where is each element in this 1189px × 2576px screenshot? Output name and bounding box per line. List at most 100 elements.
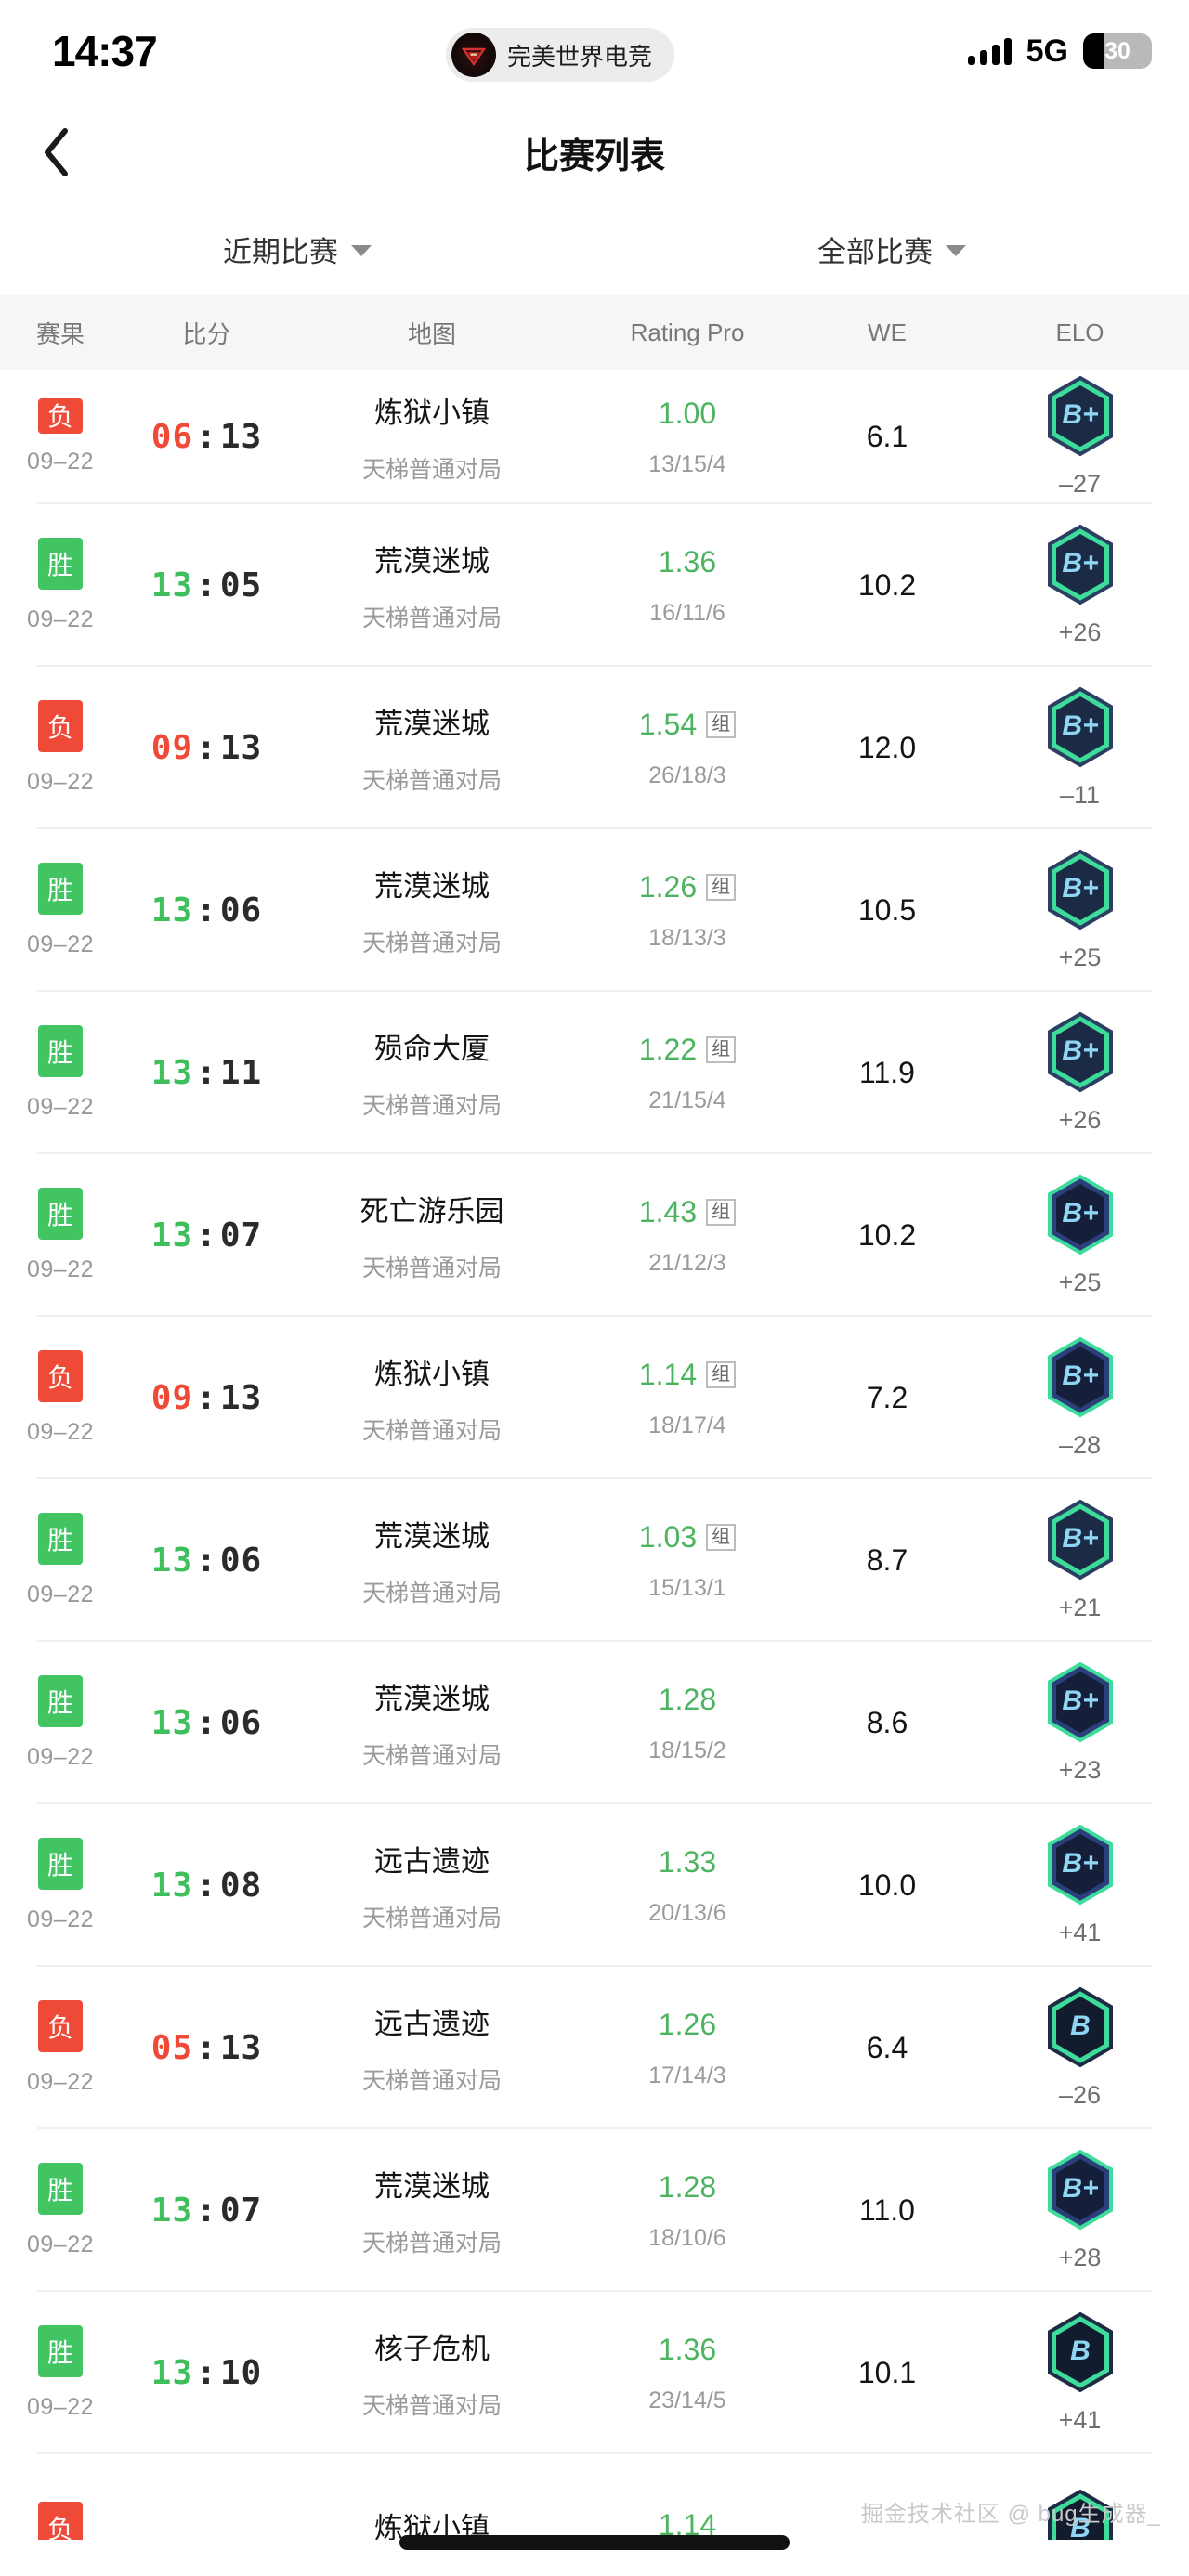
- elo-rank-badge-icon: B+: [1044, 2149, 1117, 2231]
- perfect-world-logo-icon: [451, 33, 496, 77]
- party-tag: 组: [706, 1198, 737, 1226]
- nav-bar: 比赛列表: [0, 102, 1189, 202]
- table-row[interactable]: 胜 09–22 13:06 荒漠迷城 天梯普通对局 1.03 组 15/13/1 8.7 B+ +2…: [0, 1479, 1189, 1642]
- own-score: 13: [150, 1216, 194, 1255]
- match-date: 09–22: [26, 1906, 95, 1932]
- match-elo-cell: B+ +28: [971, 2129, 1189, 2292]
- own-score: 13: [150, 1867, 194, 1905]
- match-rating-cell: 1.33 20/13/6: [571, 1804, 804, 1967]
- elo-rank-badge-icon: B+: [1044, 1499, 1117, 1581]
- map-name: 炼狱小镇: [374, 397, 490, 429]
- back-button[interactable]: [0, 102, 111, 202]
- opponent-score: 06: [219, 1542, 263, 1580]
- match-map-cell: 核子危机 天梯普通对局: [293, 2292, 571, 2454]
- rating-value: 1.22: [638, 1032, 698, 1066]
- column-header-map: 地图: [407, 319, 456, 348]
- rating-value: 1.00: [658, 396, 717, 430]
- own-score: 13: [150, 2192, 194, 2230]
- rating-value: 1.26: [638, 869, 698, 904]
- result-badge: 胜: [38, 538, 83, 590]
- svg-text:B+: B+: [1062, 1035, 1098, 1066]
- score-separator: :: [196, 2354, 217, 2392]
- kda-value: 26/18/3: [648, 761, 726, 788]
- match-result-cell: 胜 09–22: [0, 2292, 121, 2454]
- match-elo-cell: B: [971, 2454, 1189, 2540]
- rating-row: 1.33: [659, 1845, 716, 1880]
- column-header-result: 赛果: [35, 319, 85, 348]
- score-separator: :: [196, 2192, 217, 2230]
- table-row[interactable]: 负 09–22 05:13 远古遗迹 天梯普通对局 1.26 17/14/3 6.4 B –26: [0, 1967, 1189, 2129]
- match-score-cell: 06:13: [121, 370, 293, 504]
- we-value: 12.0: [857, 731, 917, 764]
- match-score-cell: 13:05: [121, 504, 293, 667]
- match-map-cell: 荒漠迷城 天梯普通对局: [293, 504, 571, 667]
- map-mode: 天梯普通对局: [361, 1418, 502, 1444]
- table-row[interactable]: 负 09–22 09:13 炼狱小镇 天梯普通对局 1.14 组 18/17/4 7.2 B+ –2…: [0, 1317, 1189, 1479]
- map-name: 荒漠迷城: [374, 1683, 490, 1715]
- map-mode: 天梯普通对局: [361, 605, 502, 631]
- own-score: 13: [150, 1704, 194, 1742]
- table-row[interactable]: 负 09–22 06:13 炼狱小镇 天梯普通对局 1.00 13/15/4 6.1 B+ –27: [0, 370, 1189, 504]
- rating-value: 1.36: [658, 2332, 717, 2366]
- table-row[interactable]: 胜 09–22 13:05 荒漠迷城 天梯普通对局 1.36 16/11/6 10.2 B+ +2…: [0, 504, 1189, 667]
- match-result-cell: 胜 09–22: [0, 992, 121, 1154]
- score-value: 09:13: [151, 729, 262, 767]
- elo-delta: +26: [1058, 618, 1102, 646]
- home-indicator[interactable]: [399, 2535, 790, 2550]
- match-elo-cell: B+ +41: [971, 1804, 1189, 1967]
- match-map-cell: 荒漠迷城 天梯普通对局: [293, 1479, 571, 1642]
- match-elo-cell: B+ +25: [971, 829, 1189, 992]
- elo-rank-badge-icon: B+: [1044, 1661, 1117, 1743]
- elo-delta: +23: [1058, 1756, 1102, 1784]
- table-row[interactable]: 胜 09–22 13:10 核子危机 天梯普通对局 1.36 23/14/5 10.1 B +41: [0, 2292, 1189, 2454]
- match-we-cell: [804, 2454, 971, 2540]
- match-elo-cell: B+ +23: [971, 1642, 1189, 1804]
- score-separator: :: [196, 1379, 217, 1417]
- rating-value: 1.14: [658, 2508, 717, 2540]
- we-value: 10.2: [857, 1218, 917, 1252]
- match-map-cell: 荒漠迷城 天梯普通对局: [293, 1642, 571, 1804]
- score-value: 13:10: [151, 2354, 262, 2392]
- opponent-score: 08: [219, 1867, 263, 1905]
- kda-value: 13/15/4: [648, 450, 726, 477]
- we-value: 8.6: [866, 1706, 908, 1739]
- filter-all-matches[interactable]: 全部比赛: [594, 228, 1189, 270]
- elo-delta: –28: [1058, 1431, 1102, 1459]
- table-row[interactable]: 胜 09–22 13:07 死亡游乐园 天梯普通对局 1.43 组 21/12/3 10.2 B+…: [0, 1154, 1189, 1317]
- match-rating-cell: 1.36 23/14/5: [571, 2292, 804, 2454]
- match-elo-cell: B+ +25: [971, 1154, 1189, 1317]
- elo-rank-badge-icon: B: [1044, 2311, 1117, 2393]
- result-badge: 负: [38, 398, 83, 434]
- elo-delta: +41: [1058, 1919, 1102, 1946]
- map-mode: 天梯普通对局: [361, 768, 502, 794]
- match-elo-cell: B+ –11: [971, 667, 1189, 829]
- table-row[interactable]: 负 炼狱小镇 1.14 B: [0, 2454, 1189, 2540]
- table-row[interactable]: 胜 09–22 13:06 荒漠迷城 天梯普通对局 1.28 18/15/2 8.6 B+ +23: [0, 1642, 1189, 1804]
- table-row[interactable]: 负 09–22 09:13 荒漠迷城 天梯普通对局 1.54 组 26/18/3 12.0 B+ –…: [0, 667, 1189, 829]
- score-separator: :: [196, 891, 217, 930]
- filter-recent-matches-label: 近期比赛: [223, 235, 338, 268]
- match-elo-cell: B+ +26: [971, 504, 1189, 667]
- opponent-score: 11: [219, 1054, 263, 1092]
- kda-value: 18/15/2: [648, 1737, 726, 1763]
- table-row[interactable]: 胜 09–22 13:08 远古遗迹 天梯普通对局 1.33 20/13/6 10.0 B+ +4…: [0, 1804, 1189, 1967]
- score-separator: :: [196, 2029, 217, 2067]
- status-bar: 14:37 完美世界电竞 5G 30: [0, 0, 1189, 102]
- match-result-cell: 负: [0, 2454, 121, 2540]
- table-row[interactable]: 胜 09–22 13:06 荒漠迷城 天梯普通对局 1.26 组 18/13/3 10.5 B+ +…: [0, 829, 1189, 992]
- result-badge: 胜: [38, 863, 83, 915]
- opponent-score: 13: [219, 2029, 263, 2067]
- elo-rank-badge-icon: B+: [1044, 524, 1117, 605]
- score-value: 13:06: [151, 891, 262, 930]
- column-header-elo: ELO: [1055, 318, 1104, 346]
- party-tag: 组: [706, 873, 737, 901]
- svg-text:B+: B+: [1062, 873, 1098, 904]
- table-row[interactable]: 胜 09–22 13:11 殒命大厦 天梯普通对局 1.22 组 21/15/4 11.9 B+ +…: [0, 992, 1189, 1154]
- we-value: 10.0: [857, 1868, 917, 1902]
- match-date: 09–22: [26, 931, 95, 957]
- table-row[interactable]: 胜 09–22 13:07 荒漠迷城 天梯普通对局 1.28 18/10/6 11.0 B+ +2…: [0, 2129, 1189, 2292]
- opponent-score: 13: [219, 729, 263, 767]
- match-map-cell: 远古遗迹 天梯普通对局: [293, 1967, 571, 2129]
- app-pill[interactable]: 完美世界电竞: [446, 28, 675, 82]
- filter-recent-matches[interactable]: 近期比赛: [0, 228, 594, 270]
